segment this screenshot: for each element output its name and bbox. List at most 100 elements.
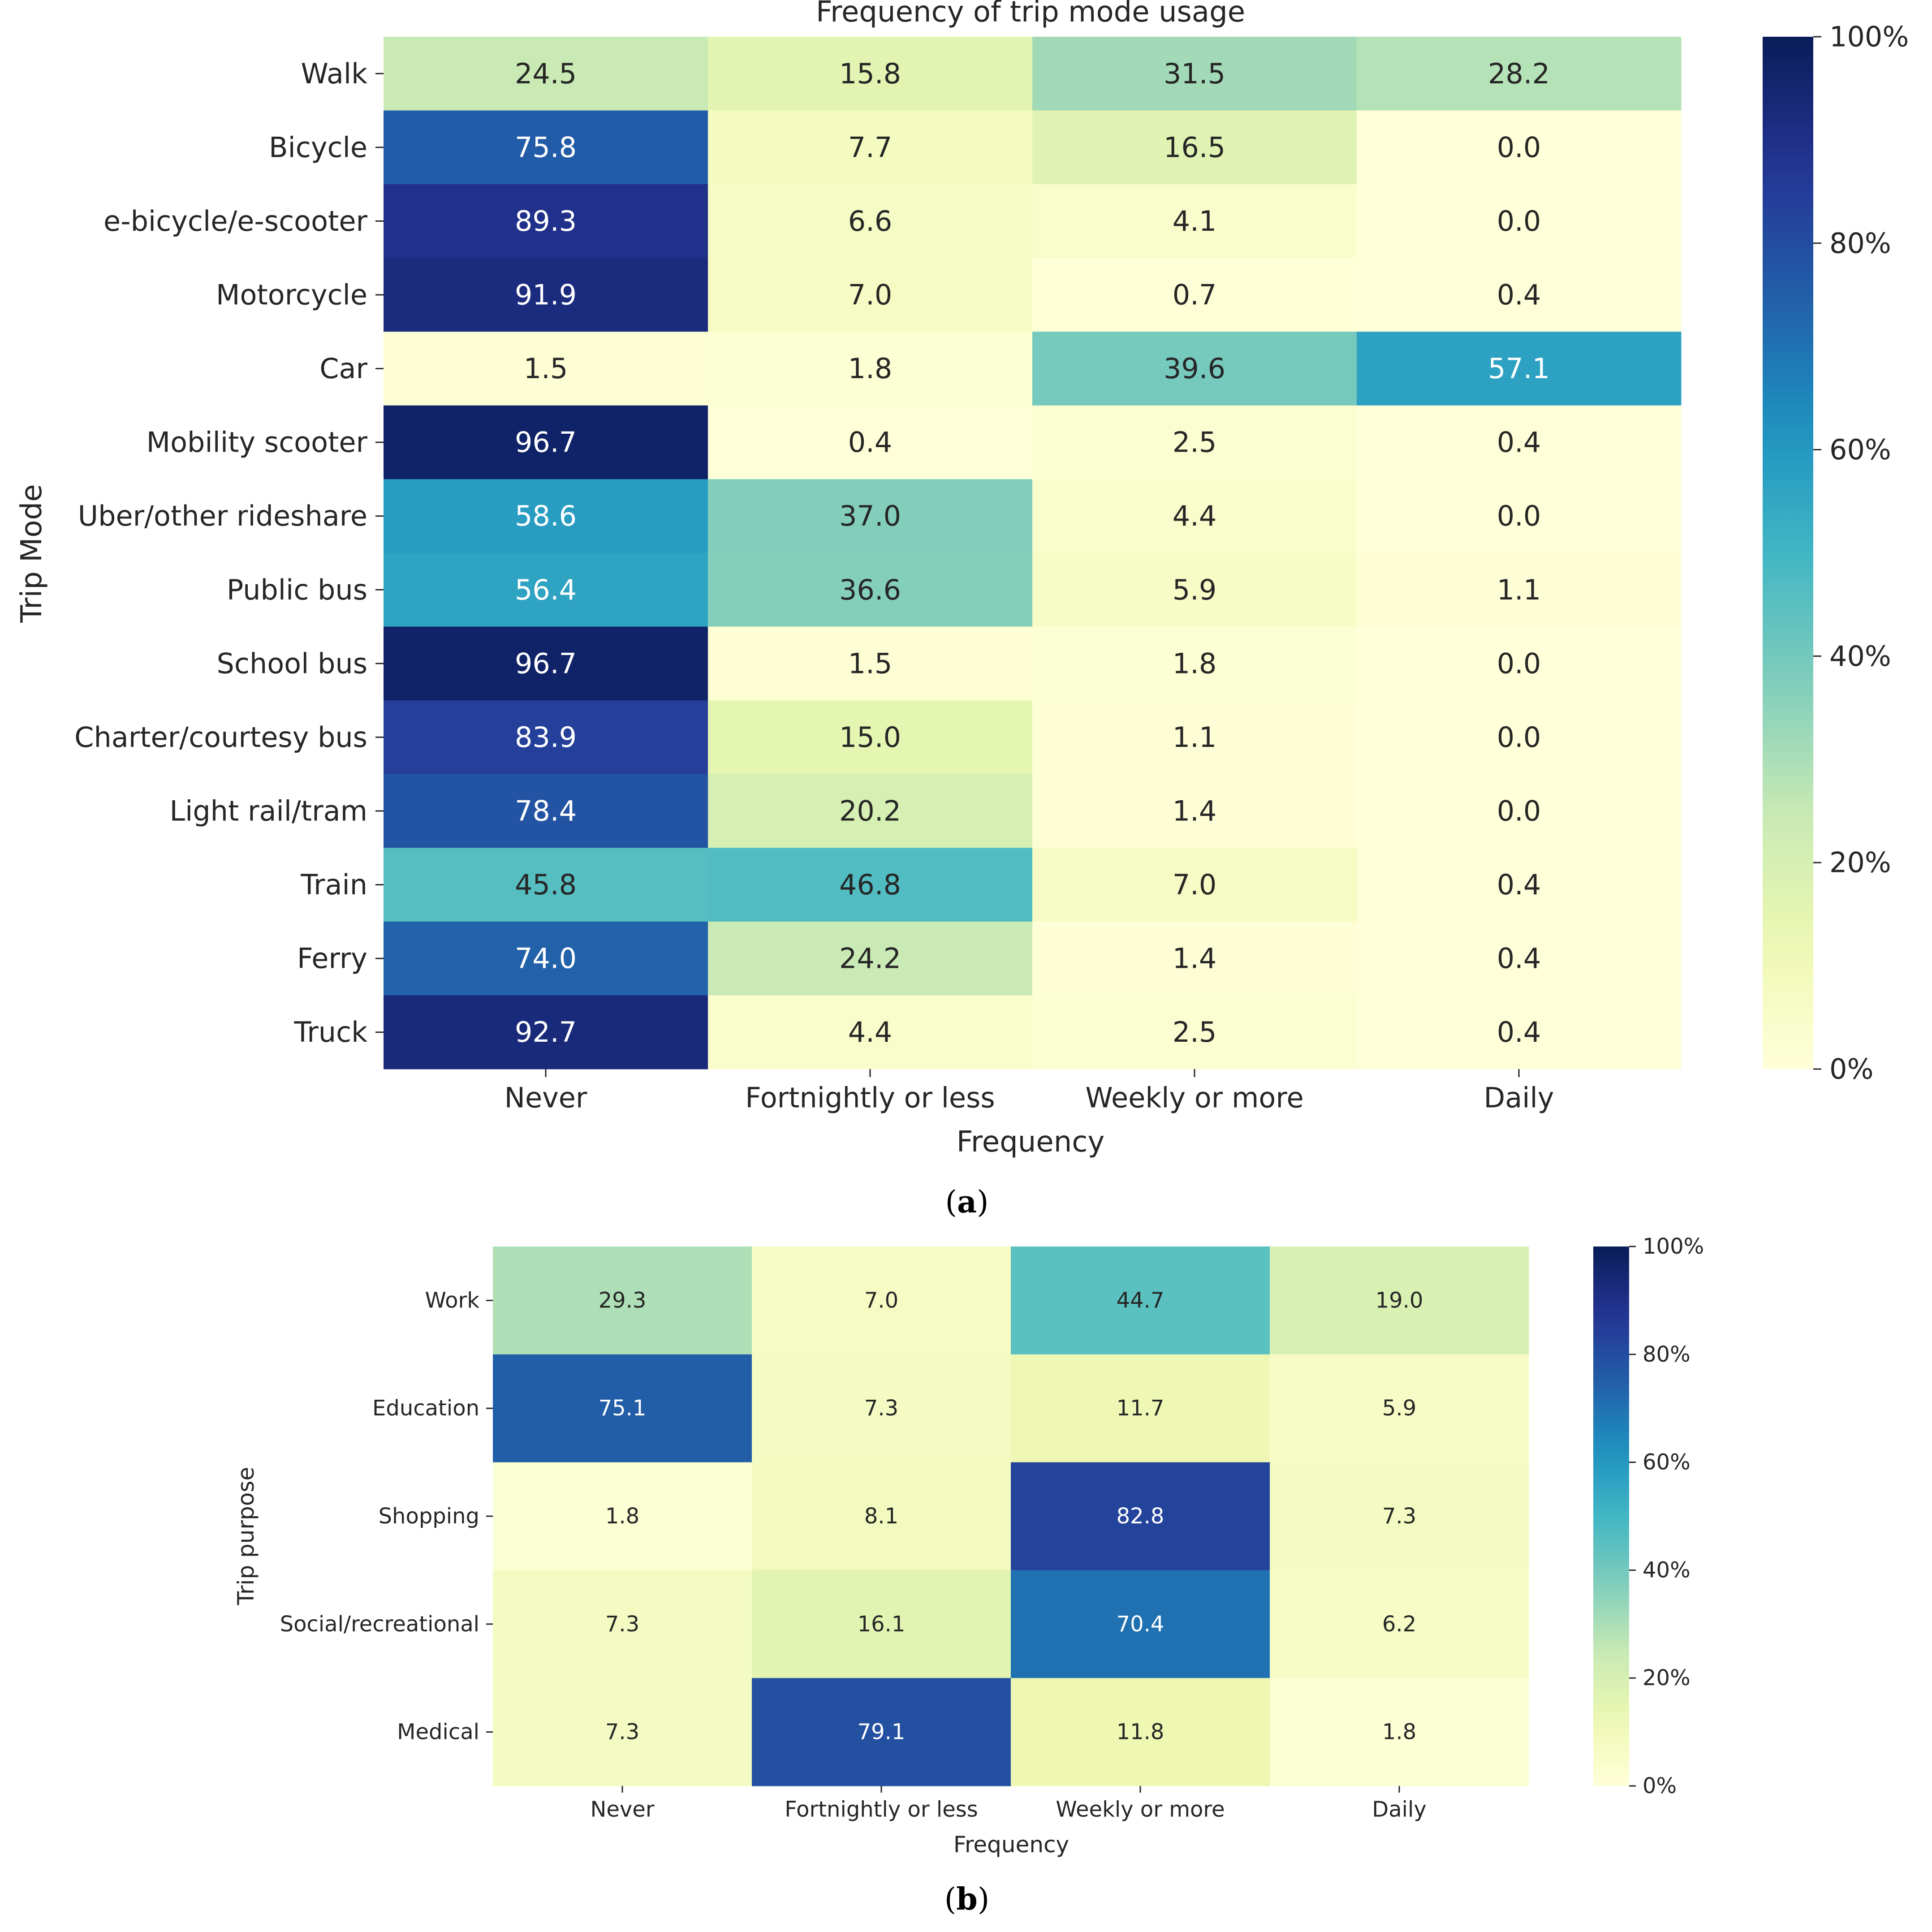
heatmap-cell-shopping-never: [493, 1462, 752, 1570]
y-tick-label-light-rail-tram: Light rail/tram: [170, 795, 367, 828]
heatmap-cell-uber-other-rideshare-never: [384, 479, 708, 553]
colorbar-b: 0% 20% 40% 60% 80% 100%: [1593, 1234, 1704, 1798]
heatmap-cell-car-fortnightly-or-less: [708, 332, 1033, 406]
heatmap-cell-public-bus-fortnightly-or-less: [708, 553, 1033, 627]
heatmap-a-column-labels: Never Fortnightly or less Weekly or more Da…: [505, 1069, 1554, 1114]
cell-value-label: 75.1: [599, 1396, 647, 1421]
heatmap-cell-motorcycle-fortnightly-or-less: [708, 258, 1033, 332]
heatmap-cell-e-bicycle-e-scooter-weekly-or-more: [1032, 184, 1357, 259]
heatmap-cell-truck-fortnightly-or-less: [708, 995, 1033, 1070]
cell-value-label: 39.6: [1164, 352, 1225, 385]
heatmap-cell-shopping-weekly-or-more: [1011, 1462, 1270, 1570]
cell-value-label: 1.8: [1173, 647, 1217, 680]
heatmap-cell-ferry-never: [384, 921, 708, 996]
cell-value-label: 96.7: [515, 647, 577, 680]
heatmap-cell-e-bicycle-e-scooter-never: [384, 184, 708, 259]
y-tick-label-ferry: Ferry: [297, 942, 367, 975]
x-tick-label-fortnightly-or-less: Fortnightly or less: [785, 1797, 978, 1822]
heatmap-cell-work-never: [493, 1246, 752, 1355]
y-tick-label-motorcycle: Motorcycle: [216, 279, 367, 311]
heatmap-cell-car-never: [384, 332, 708, 406]
cell-value-label: 96.7: [515, 426, 577, 459]
cell-value-label: 6.2: [1382, 1612, 1416, 1637]
cell-value-label: 1.5: [848, 647, 893, 680]
cell-value-label: 7.7: [848, 131, 893, 164]
colorbar-tick-label: 80%: [1643, 1342, 1690, 1367]
cell-value-label: 0.4: [1497, 1016, 1541, 1048]
heatmap-panel-b: 29.3 7.0 44.7 19.0 75.1 7.3 11.7 5.9 1.8 8.1 82.8 7…: [233, 1234, 1704, 1917]
cell-value-label: 36.6: [839, 574, 901, 606]
heatmap-cell-charter-courtesy-bus-fortnightly-or-less: [708, 700, 1033, 775]
cell-value-label: 46.8: [839, 868, 901, 901]
heatmap-cell-e-bicycle-e-scooter-fortnightly-or-less: [708, 184, 1033, 259]
cell-value-label: 83.9: [515, 721, 577, 754]
colorbar-tick-label: 0%: [1829, 1053, 1873, 1086]
x-tick-label-daily: Daily: [1372, 1797, 1426, 1822]
cell-value-label: 58.6: [515, 500, 577, 532]
colorbar-tick-label: 0%: [1643, 1773, 1677, 1798]
cell-value-label: 15.8: [839, 57, 901, 90]
cell-value-label: 24.2: [839, 942, 901, 975]
heatmap-cell-bicycle-weekly-or-more: [1032, 110, 1357, 185]
cell-value-label: 91.9: [515, 279, 577, 311]
cell-value-label: 1.1: [1497, 574, 1541, 606]
y-tick-label-walk: Walk: [301, 57, 368, 90]
heatmap-cell-car-weekly-or-more: [1032, 332, 1357, 406]
heatmap-cell-school-bus-fortnightly-or-less: [708, 626, 1033, 701]
cell-value-label: 29.3: [599, 1288, 647, 1313]
heatmap-cell-train-weekly-or-more: [1032, 848, 1357, 922]
y-tick-label-train: Train: [300, 868, 367, 901]
cell-value-label: 2.5: [1173, 426, 1217, 459]
heatmap-cell-light-rail-tram-daily: [1357, 774, 1682, 848]
cell-value-label: 82.8: [1117, 1504, 1164, 1529]
heatmap-cell-charter-courtesy-bus-daily: [1357, 700, 1682, 775]
heatmap-cell-social-recreational-fortnightly-or-less: [752, 1570, 1011, 1678]
heatmap-cell-social-recreational-never: [493, 1570, 752, 1678]
heatmap-cell-bicycle-never: [384, 110, 708, 185]
heatmap-cell-walk-daily: [1357, 37, 1682, 111]
colorbar-tick-label: 60%: [1829, 433, 1891, 466]
y-tick-label-e-bicycle-e-scooter: e-bicycle/e-scooter: [104, 205, 367, 237]
cell-value-label: 7.0: [864, 1288, 898, 1313]
cell-value-label: 5.9: [1382, 1396, 1416, 1421]
y-tick-label-uber-other-rideshare: Uber/other rideshare: [78, 500, 367, 532]
heatmap-cell-walk-fortnightly-or-less: [708, 37, 1033, 111]
cell-value-label: 1.1: [1173, 721, 1217, 754]
y-tick-label-mobility-scooter: Mobility scooter: [147, 426, 368, 459]
colorbar-tick-label: 100%: [1829, 21, 1909, 53]
heatmap-cell-uber-other-rideshare-fortnightly-or-less: [708, 479, 1033, 553]
cell-value-label: 0.0: [1497, 721, 1541, 754]
cell-value-label: 0.0: [1497, 647, 1541, 680]
heatmap-cell-work-weekly-or-more: [1011, 1246, 1270, 1355]
heatmap-cell-walk-weekly-or-more: [1032, 37, 1357, 111]
y-tick-label-truck: Truck: [293, 1016, 367, 1048]
cell-value-label: 16.1: [858, 1612, 906, 1637]
cell-value-label: 1.8: [605, 1504, 639, 1529]
heatmap-cell-work-daily: [1270, 1246, 1529, 1355]
heatmap-cell-education-fortnightly-or-less: [752, 1354, 1011, 1463]
y-tick-label-shopping: Shopping: [379, 1504, 479, 1529]
heatmap-cell-light-rail-tram-weekly-or-more: [1032, 774, 1357, 848]
cell-value-label: 28.2: [1488, 57, 1550, 90]
cell-value-label: 0.0: [1497, 795, 1541, 828]
heatmap-cell-car-daily: [1357, 332, 1682, 406]
heatmap-cell-train-daily: [1357, 848, 1682, 922]
heatmap-cell-charter-courtesy-bus-weekly-or-more: [1032, 700, 1357, 775]
cell-value-label: 2.5: [1173, 1016, 1217, 1048]
cell-value-label: 7.3: [605, 1612, 639, 1637]
heatmap-cell-ferry-daily: [1357, 921, 1682, 996]
cell-value-label: 0.0: [1497, 131, 1541, 164]
heatmap-cell-social-recreational-daily: [1270, 1570, 1529, 1678]
y-tick-label-car: Car: [319, 352, 367, 385]
x-tick-label-weekly-or-more: Weekly or more: [1085, 1082, 1303, 1114]
cell-value-label: 79.1: [858, 1720, 906, 1745]
heatmap-cell-e-bicycle-e-scooter-daily: [1357, 184, 1682, 259]
cell-value-label: 8.1: [864, 1504, 898, 1529]
colorbar-a: 0% 20% 40% 60% 80% 100%: [1763, 21, 1909, 1086]
heatmap-cell-mobility-scooter-daily: [1357, 405, 1682, 479]
cell-value-label: 7.3: [864, 1396, 898, 1421]
colorbar-tick-label: 40%: [1829, 640, 1891, 673]
cell-value-label: 7.3: [1382, 1504, 1416, 1529]
cell-value-label: 44.7: [1117, 1288, 1164, 1313]
heatmap-cell-truck-daily: [1357, 995, 1682, 1070]
